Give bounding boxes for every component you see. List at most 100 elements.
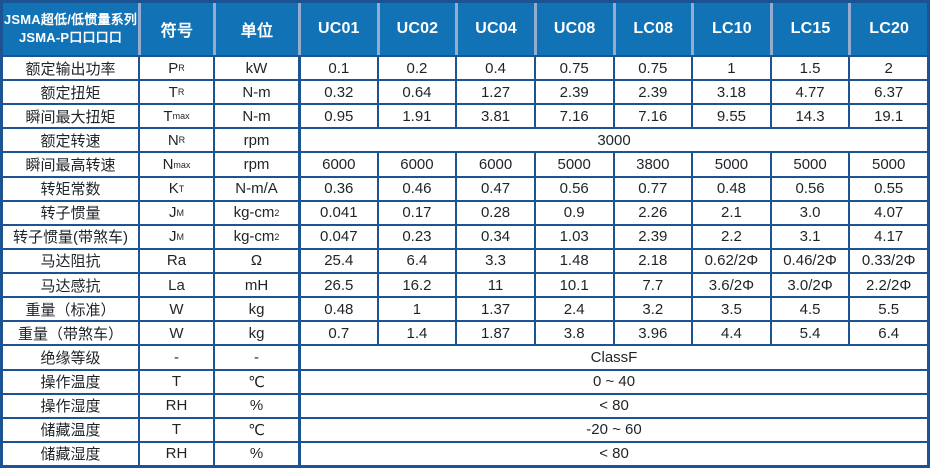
value-cell-UC01: 26.5 <box>298 274 377 297</box>
value-cell-LC08: 7.16 <box>612 105 692 128</box>
value-cell-LC10: 4.4 <box>691 322 770 345</box>
value-cell-LC15: 5.4 <box>769 322 849 345</box>
row-label: 转子惯量 <box>40 205 101 223</box>
symbol-text: N <box>167 131 179 149</box>
value-cell-UC08: 2.4 <box>533 298 613 321</box>
unit-cell: mH <box>213 274 298 297</box>
symbol-text: J <box>169 228 177 246</box>
value-cell-UC08: 3.8 <box>533 322 613 345</box>
unit-text: Ω <box>250 252 263 270</box>
model-header-LC15: LC15 <box>769 3 849 55</box>
value-cell-UC08: 0.75 <box>533 57 613 80</box>
value-cell-UC04: 0.34 <box>455 225 534 248</box>
unit-text: ℃ <box>248 373 265 391</box>
row-label: 瞬间最高转速 <box>25 157 116 175</box>
symbol-cell: Ra <box>138 249 213 273</box>
value-cell-LC15: 3.1 <box>769 225 849 248</box>
value-cell-LC20: 0.55 <box>848 177 927 200</box>
unit-cell: - <box>213 346 298 369</box>
value-cell-UC04: 0.28 <box>455 201 534 224</box>
unit-cell: kW <box>213 57 298 80</box>
unit-text: N-m <box>242 107 271 125</box>
row-label: 额定输出功率 <box>25 60 116 78</box>
model-header-UC01: UC01 <box>298 3 377 55</box>
symbol-column-header: 符号 <box>138 3 213 55</box>
row-label: 额定转速 <box>40 132 101 150</box>
value-cell-LC20: 19.1 <box>848 105 927 128</box>
value-cell-UC08: 10.1 <box>533 274 613 297</box>
symbol-text: T <box>163 107 173 125</box>
symbol-cell: RH <box>138 442 213 465</box>
series-title: JSMA超低/低惯量系列 JSMA-P口口口口 <box>3 3 138 55</box>
merged-value-cell: -20 ~ 60 <box>298 418 927 441</box>
unit-cell: % <box>213 442 298 465</box>
value-cell-UC02: 16.2 <box>376 274 456 297</box>
value-cell-UC04: 3.81 <box>455 105 534 128</box>
unit-text: kg-cm <box>233 228 275 246</box>
symbol-cell: RH <box>138 394 213 417</box>
unit-text: N-m/A <box>235 180 278 198</box>
row-label: 转矩常数 <box>40 181 101 199</box>
value-cell-UC04: 6000 <box>455 153 534 176</box>
unit-cell: Ω <box>213 249 298 273</box>
value-cell-LC20: 5.5 <box>848 298 927 321</box>
symbol-text: RH <box>165 397 188 415</box>
value-cell-LC10: 2.1 <box>691 201 770 224</box>
value-cell-LC20: 2.2/2Φ <box>848 274 927 297</box>
table-row: 马达感抗 La mH 26.5 16.2 11 10.1 7.7 3.6/2Φ 3.0/2Φ 2.2… <box>3 272 927 297</box>
value-cell-LC20: 2 <box>848 57 927 80</box>
model-header-UC08: UC08 <box>533 3 613 55</box>
value-cell-UC02: 6.4 <box>376 249 456 273</box>
value-cell-UC08: 0.56 <box>533 177 613 200</box>
unit-text: - <box>254 348 259 366</box>
value-cell-UC02: 1.91 <box>376 105 456 128</box>
value-cell-LC10: 1 <box>691 57 770 80</box>
row-label: 储藏温度 <box>40 422 101 440</box>
symbol-cell: T <box>138 418 213 441</box>
value-cell-UC08: 7.16 <box>533 105 613 128</box>
unit-text: kg-cm <box>233 204 275 222</box>
symbol-text: P <box>168 59 179 77</box>
value-cell-LC20: 5000 <box>848 153 927 176</box>
symbol-text: Ra <box>166 252 187 270</box>
value-cell-LC08: 3.2 <box>612 298 692 321</box>
row-label: 马达感抗 <box>40 277 101 295</box>
value-cell-LC15: 0.56 <box>769 177 849 200</box>
merged-value-cell: < 80 <box>298 442 927 465</box>
table-row: 额定转速 N R rpm 3000 <box>3 127 927 152</box>
symbol-text: W <box>169 300 184 318</box>
value-cell-UC01: 25.4 <box>298 249 377 273</box>
table-row: 马达阻抗 Ra Ω 25.4 6.4 3.3 1.48 2.18 0.62/2Φ 0.46/2Φ 0… <box>3 247 927 273</box>
table-row: 储藏湿度 RH% < 80 <box>3 440 927 465</box>
symbol-cell: W <box>138 298 213 321</box>
unit-text: kg <box>248 300 265 318</box>
merged-value-cell: 3000 <box>298 129 927 152</box>
value-cell-LC08: 7.7 <box>612 274 692 297</box>
unit-cell: ℃ <box>213 418 298 441</box>
symbol-text: - <box>174 348 179 366</box>
value-cell-UC08: 1.03 <box>533 225 613 248</box>
merged-value-cell: < 80 <box>298 394 927 417</box>
value-cell-LC08: 2.18 <box>612 249 692 273</box>
value-cell-UC04: 0.4 <box>455 57 534 80</box>
value-cell-LC15: 0.46/2Φ <box>769 249 849 273</box>
value-cell-UC04: 3.3 <box>455 249 534 273</box>
model-header-UC02: UC02 <box>376 3 456 55</box>
value-cell-LC10: 0.48 <box>691 177 770 200</box>
model-header-LC08: LC08 <box>612 3 692 55</box>
value-cell-LC10: 3.18 <box>691 81 770 104</box>
unit-cell: kg <box>213 298 298 321</box>
value-cell-LC20: 4.07 <box>848 201 927 224</box>
